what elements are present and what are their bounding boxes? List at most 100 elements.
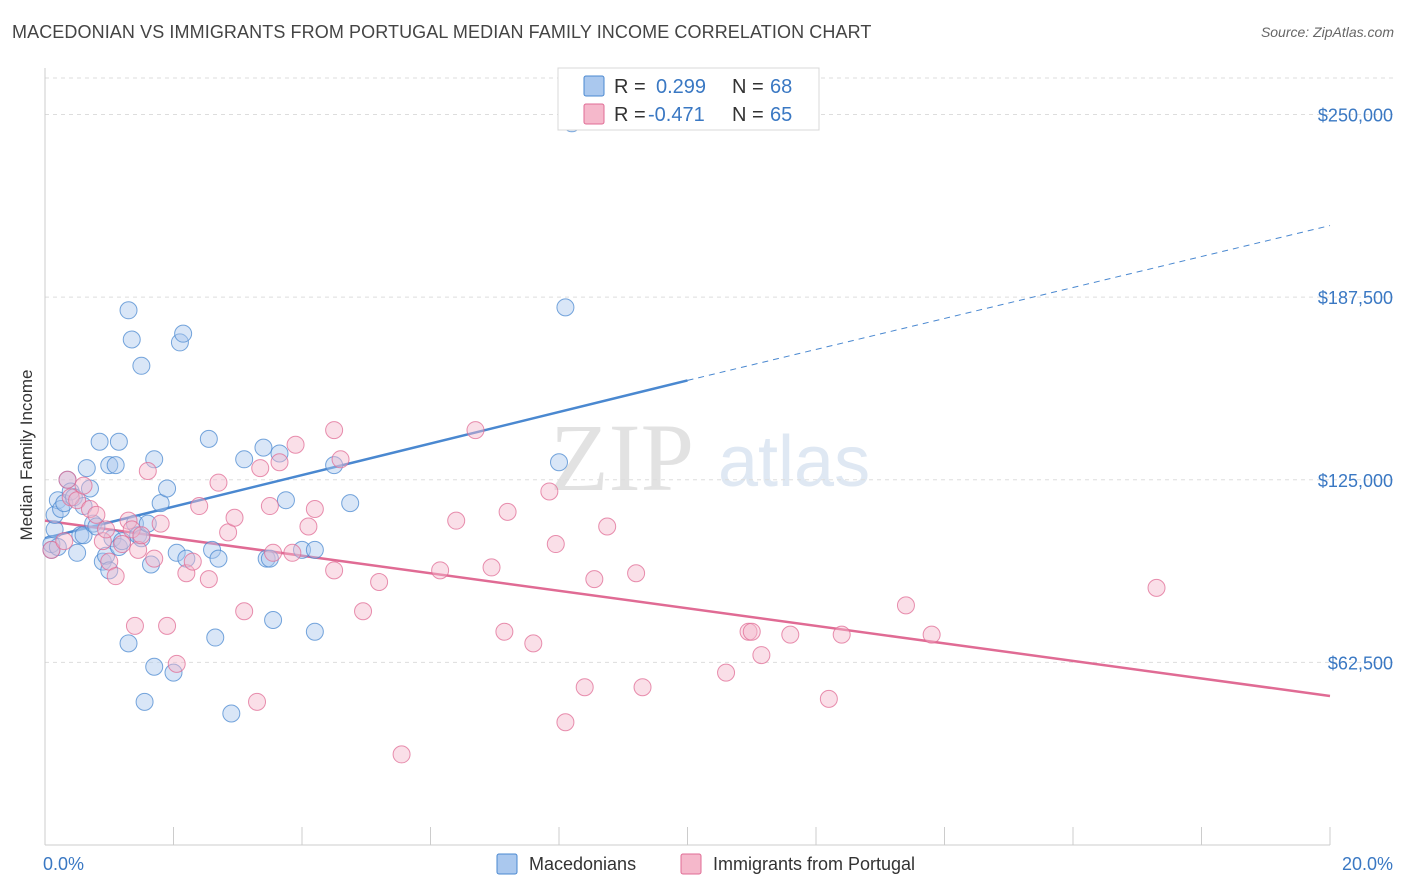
point-macedonians bbox=[305, 622, 324, 641]
legend-bottom-label-macedonians: Macedonians bbox=[529, 854, 636, 874]
point-portugal bbox=[167, 654, 186, 673]
trend-lines bbox=[44, 225, 1331, 698]
point-portugal bbox=[113, 535, 132, 554]
point-portugal bbox=[264, 543, 283, 562]
point-portugal bbox=[466, 421, 485, 440]
point-portugal bbox=[58, 470, 77, 489]
legend-swatch-portugal bbox=[583, 103, 605, 125]
point-portugal bbox=[540, 482, 559, 501]
point-macedonians bbox=[119, 301, 138, 320]
point-portugal bbox=[270, 453, 289, 472]
point-macedonians bbox=[305, 540, 324, 559]
watermark: ZIP atlas bbox=[550, 404, 870, 511]
point-portugal bbox=[283, 543, 302, 562]
point-portugal bbox=[286, 435, 305, 454]
point-portugal bbox=[209, 473, 228, 492]
legend-r-value-1: 0.299 bbox=[656, 76, 706, 98]
point-macedonians bbox=[132, 356, 151, 375]
point-macedonians bbox=[158, 479, 177, 498]
point-portugal bbox=[585, 570, 604, 589]
point-macedonians bbox=[254, 438, 273, 457]
point-portugal bbox=[183, 552, 202, 571]
point-portugal bbox=[598, 517, 617, 536]
legend-r-value-2: -0.471 bbox=[648, 104, 705, 126]
point-portugal bbox=[556, 713, 575, 732]
point-portugal bbox=[331, 450, 350, 469]
point-portugal bbox=[251, 459, 270, 478]
legend-bottom: Macedonians Immigrants from Portugal bbox=[496, 853, 915, 875]
point-portugal bbox=[575, 678, 594, 697]
point-macedonians bbox=[90, 432, 109, 451]
point-macedonians bbox=[199, 429, 218, 448]
point-portugal bbox=[55, 532, 74, 551]
point-macedonians bbox=[260, 549, 279, 568]
point-portugal bbox=[325, 561, 344, 580]
point-macedonians bbox=[167, 543, 186, 562]
point-portugal bbox=[781, 625, 800, 644]
point-macedonians bbox=[106, 456, 125, 475]
point-macedonians bbox=[52, 499, 71, 518]
legend-swatch-macedonians bbox=[583, 75, 605, 97]
point-macedonians bbox=[264, 611, 283, 630]
point-portugal bbox=[199, 570, 218, 589]
point-macedonians bbox=[174, 324, 193, 343]
point-macedonians bbox=[100, 456, 119, 475]
point-macedonians bbox=[142, 555, 161, 574]
y-tick-label: $125,000 bbox=[1318, 471, 1393, 491]
point-macedonians bbox=[97, 546, 116, 565]
tick-labels: $62,500 $125,000 $187,500 $250,000 0.0% 20.0% bbox=[43, 106, 1393, 874]
point-macedonians bbox=[556, 298, 575, 317]
point-portugal bbox=[431, 561, 450, 580]
point-portugal bbox=[235, 602, 254, 621]
chart-source: Source: ZipAtlas.com bbox=[1260, 24, 1394, 40]
point-portugal bbox=[122, 520, 141, 539]
trend-line-macedonians-extension bbox=[687, 225, 1331, 381]
point-portugal bbox=[87, 505, 106, 524]
point-portugal bbox=[752, 646, 771, 665]
point-macedonians bbox=[209, 549, 228, 568]
data-points bbox=[42, 114, 1166, 764]
point-macedonians bbox=[45, 520, 64, 539]
point-macedonians bbox=[77, 459, 96, 478]
chart-title: MACEDONIAN VS IMMIGRANTS FROM PORTUGAL M… bbox=[12, 22, 872, 42]
point-portugal bbox=[151, 514, 170, 533]
point-portugal bbox=[42, 540, 61, 559]
y-tick-label: $250,000 bbox=[1318, 106, 1393, 126]
point-portugal bbox=[132, 526, 151, 545]
point-portugal bbox=[1147, 578, 1166, 597]
legend-n-value-2: 65 bbox=[770, 104, 792, 126]
point-portugal bbox=[97, 520, 116, 539]
legend-r-label-1: R = bbox=[614, 76, 646, 98]
point-portugal bbox=[248, 692, 267, 711]
point-macedonians bbox=[276, 491, 295, 510]
point-macedonians bbox=[119, 634, 138, 653]
trend-line-portugal bbox=[44, 519, 1331, 698]
legend-n-label-1: N = bbox=[732, 76, 764, 98]
point-portugal bbox=[93, 532, 112, 551]
point-portugal bbox=[447, 511, 466, 530]
legend-r-label-2: R = bbox=[614, 104, 646, 126]
point-macedonians bbox=[109, 432, 128, 451]
point-portugal bbox=[495, 622, 514, 641]
legend-bottom-label-portugal: Immigrants from Portugal bbox=[713, 854, 915, 874]
point-portugal bbox=[125, 616, 144, 635]
legend-bottom-swatch-portugal bbox=[680, 853, 702, 875]
point-macedonians bbox=[145, 657, 164, 676]
point-portugal bbox=[546, 535, 565, 554]
point-portugal bbox=[370, 573, 389, 592]
point-portugal bbox=[225, 508, 244, 527]
point-portugal bbox=[896, 596, 915, 615]
point-portugal bbox=[498, 502, 517, 521]
point-portugal bbox=[325, 421, 344, 440]
point-portugal bbox=[305, 499, 324, 518]
point-portugal bbox=[190, 497, 209, 516]
y-tick-label: $187,500 bbox=[1318, 288, 1393, 308]
point-portugal bbox=[354, 602, 373, 621]
axes bbox=[44, 68, 1331, 846]
point-macedonians bbox=[122, 330, 141, 349]
legend-top: R = 0.299 N = 68 R = -0.471 N = 65 bbox=[557, 67, 820, 131]
point-portugal bbox=[158, 616, 177, 635]
point-portugal bbox=[392, 745, 411, 764]
